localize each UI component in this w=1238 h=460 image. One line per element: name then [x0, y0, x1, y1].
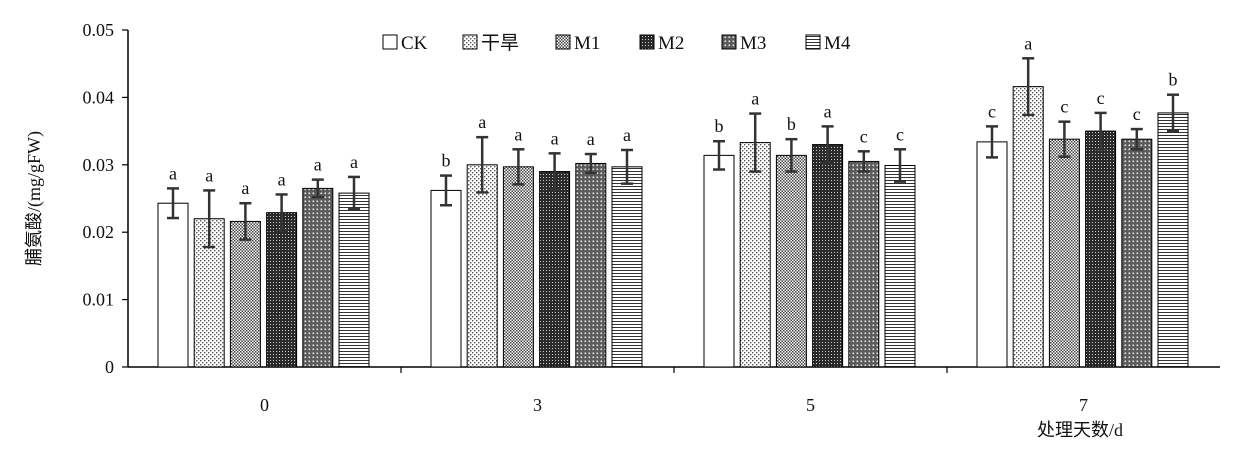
significance-label: c: [1097, 88, 1105, 108]
significance-label: a: [587, 129, 595, 149]
significance-label: b: [442, 151, 451, 171]
y-tick-label: 0: [105, 357, 114, 377]
bar: [338, 192, 370, 368]
x-tick-label: 3: [533, 395, 542, 415]
legend-swatch: [382, 34, 398, 50]
significance-label: a: [751, 89, 759, 109]
legend-label: 干旱: [481, 33, 519, 54]
bar: [1085, 130, 1117, 368]
significance-label: a: [478, 112, 486, 132]
significance-label: a: [205, 165, 213, 185]
x-tick-label: 5: [806, 395, 815, 415]
bar: [703, 154, 735, 368]
x-tick-label: 0: [260, 395, 269, 415]
bar: [775, 154, 807, 368]
x-axis-label: 处理天数/d: [1037, 420, 1123, 440]
y-tick-label: 0.02: [83, 222, 115, 242]
y-tick-label: 0.04: [83, 87, 115, 107]
axes: 0 0.01 0.02 0.03 0.04 0.05 脯氨酸/(mg/gFW) 0 3 5 7 处理天…: [24, 20, 1220, 440]
legend-label: M3: [740, 33, 766, 54]
bar: [502, 166, 534, 368]
bar: [976, 141, 1008, 368]
significance-label: b: [1169, 70, 1178, 90]
significance-label: a: [350, 152, 358, 172]
bar: [157, 202, 189, 368]
bar: [539, 171, 571, 368]
bar: [229, 220, 261, 368]
significance-label: c: [896, 124, 904, 144]
significance-label: c: [1133, 104, 1141, 124]
significance-label: a: [314, 155, 322, 175]
significance-label: b: [787, 114, 796, 134]
legend-label: M2: [658, 33, 684, 54]
bar: [611, 166, 643, 368]
significance-label: c: [988, 101, 996, 121]
legend-swatch: [639, 34, 655, 50]
bar: [1121, 138, 1153, 368]
bar: [739, 142, 771, 368]
bar: [848, 160, 880, 368]
bars: a a a a a a b a a a a a b a b a c c c a c c c b: [157, 33, 1189, 368]
legend: CK 干旱 M1 M2 M3 M4: [382, 33, 851, 54]
significance-label: c: [1060, 97, 1068, 117]
bar: [575, 162, 607, 368]
significance-label: a: [1024, 33, 1032, 53]
significance-label: b: [715, 116, 724, 136]
significance-label: a: [824, 101, 832, 121]
y-axis-label: 脯氨酸/(mg/gFW): [24, 131, 45, 266]
bar: [266, 212, 298, 368]
significance-label: a: [623, 125, 631, 145]
bar: [812, 144, 844, 368]
significance-label: a: [169, 163, 177, 183]
legend-swatch: [805, 34, 821, 50]
legend-swatch: [555, 34, 571, 50]
bar: [466, 164, 498, 368]
y-tick-label: 0.03: [83, 155, 115, 175]
legend-label: CK: [401, 33, 428, 54]
legend-label: M1: [574, 33, 600, 54]
legend-label: M4: [824, 33, 851, 54]
y-tick-label: 0.05: [83, 20, 115, 40]
bar: [1157, 112, 1189, 368]
legend-swatch: [462, 34, 478, 50]
significance-label: a: [278, 169, 286, 189]
bar: [1048, 138, 1080, 368]
legend-swatch: [721, 34, 737, 50]
bar: [1012, 86, 1044, 368]
x-tick-label: 7: [1079, 395, 1088, 415]
significance-label: a: [551, 128, 559, 148]
significance-label: a: [514, 124, 522, 144]
significance-label: a: [241, 178, 249, 198]
bar: [884, 164, 916, 368]
significance-label: c: [860, 126, 868, 146]
bar: [302, 187, 334, 368]
y-tick-label: 0.01: [83, 290, 115, 310]
bar: [430, 189, 462, 368]
